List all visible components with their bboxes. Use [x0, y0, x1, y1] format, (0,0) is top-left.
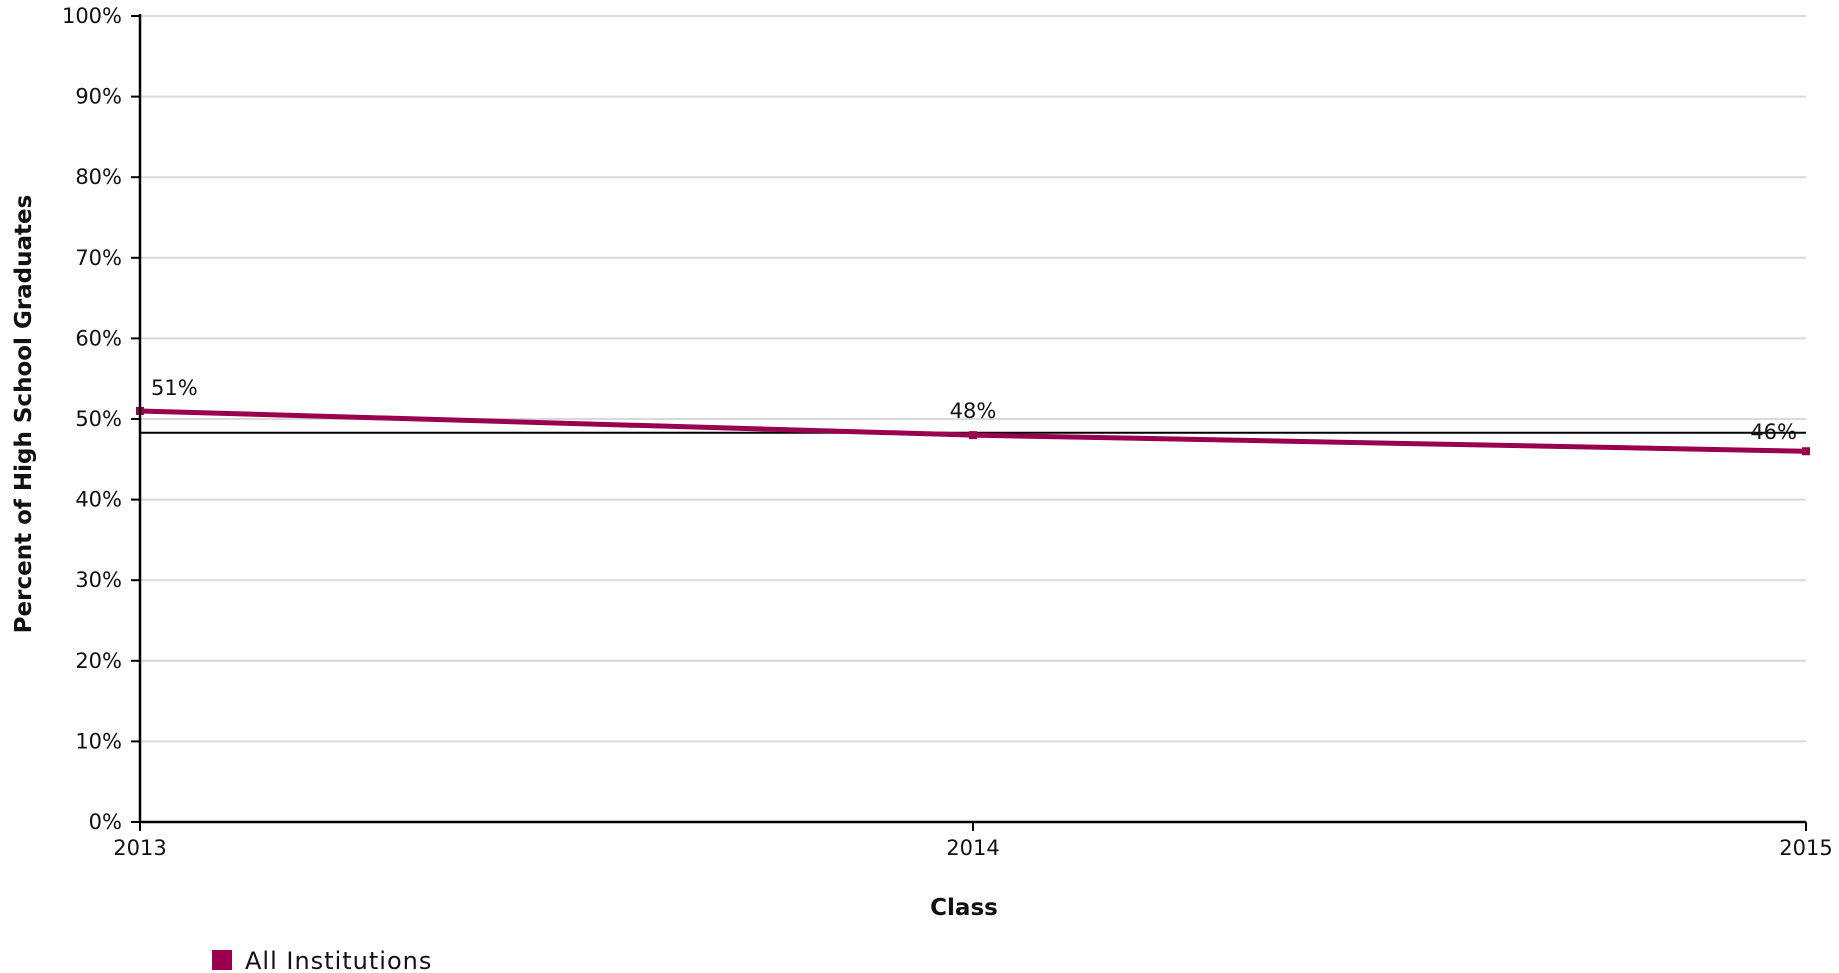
- y-tick-label: 90%: [75, 85, 122, 109]
- x-tick-label: 2015: [1779, 836, 1832, 860]
- y-axis-title: Percent of High School Graduates: [11, 195, 37, 634]
- y-tick-label: 100%: [62, 4, 122, 28]
- x-tick-label: 2013: [113, 836, 166, 860]
- legend-swatch: [212, 950, 232, 970]
- y-axis-ticks: 0% 10% 20% 30% 40% 50% 60% 70% 80% 90% 100%: [62, 4, 140, 834]
- legend-label: All Institutions: [245, 947, 432, 973]
- y-tick-label: 0%: [89, 810, 122, 834]
- y-tick-label: 30%: [75, 568, 122, 592]
- y-tick-label: 20%: [75, 649, 122, 673]
- y-tick-label: 10%: [75, 729, 122, 753]
- legend: All Institutions: [212, 947, 432, 973]
- y-tick-label: 60%: [75, 326, 122, 350]
- x-axis-title: Class: [930, 895, 998, 921]
- y-tick-label: 80%: [75, 165, 122, 189]
- data-point: [969, 431, 977, 440]
- gridlines: [140, 15, 1806, 743]
- data-label: 48%: [950, 399, 997, 423]
- y-tick-label: 70%: [75, 246, 122, 270]
- series-group: 51% 48% 46%: [136, 376, 1810, 456]
- y-tick-label: 40%: [75, 488, 122, 512]
- y-tick-label: 50%: [75, 407, 122, 431]
- x-tick-label: 2014: [946, 836, 999, 860]
- data-label: 51%: [151, 376, 198, 400]
- x-axis-ticks: 2013 2014 2015: [113, 822, 1833, 860]
- data-point: [1802, 447, 1810, 456]
- data-label: 46%: [1750, 420, 1797, 444]
